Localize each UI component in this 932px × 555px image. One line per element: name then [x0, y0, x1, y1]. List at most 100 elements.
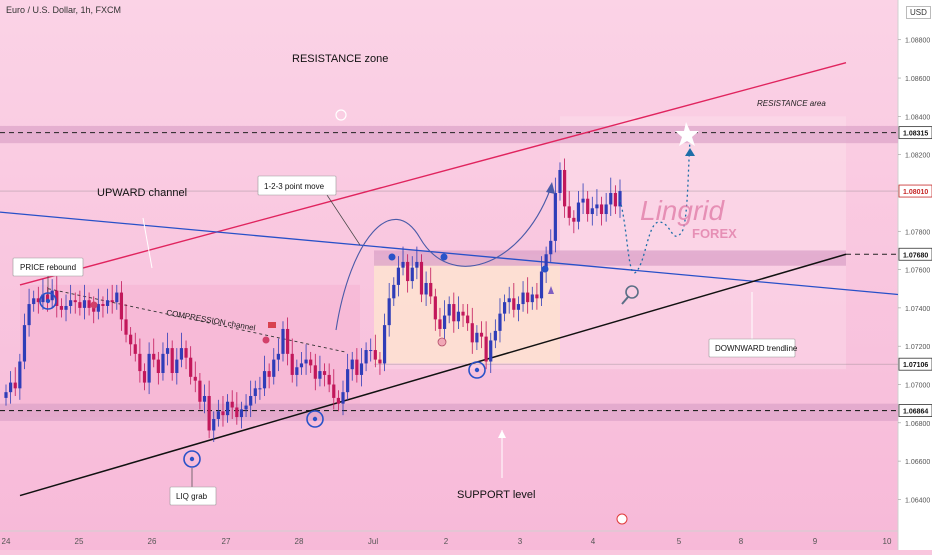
- move-123-arrowhead: [546, 182, 555, 194]
- marker-rebound-dot: [45, 298, 51, 304]
- candle-body: [258, 388, 262, 390]
- candle-body: [447, 304, 451, 316]
- marker-range-low: [468, 361, 486, 379]
- candle-body: [369, 350, 373, 352]
- candle-body: [581, 198, 585, 203]
- candle-body: [484, 336, 488, 362]
- label-resistance-area: RESISTANCE area: [757, 99, 826, 108]
- candle-body: [419, 261, 424, 295]
- grid-layer: [0, 132, 898, 412]
- x-tick-label: 25: [75, 537, 84, 546]
- candle-body: [512, 298, 516, 310]
- y-tick-label: 1.07200: [905, 344, 930, 351]
- label-support-level: SUPPORT level: [457, 489, 535, 501]
- price-tag-label: 1.07680: [903, 252, 928, 259]
- candle-body: [470, 323, 474, 343]
- brand-sub: FOREX: [692, 226, 737, 241]
- candle-body: [18, 361, 22, 389]
- price-tag-label: 1.08010: [903, 189, 928, 196]
- marker-range-low-dot: [474, 367, 480, 373]
- x-tick-label: 9: [813, 537, 818, 546]
- candle-body: [613, 192, 617, 207]
- candle-body: [466, 315, 470, 324]
- candle-body: [350, 359, 354, 370]
- support-arrow-head: [498, 430, 506, 438]
- candle-body: [429, 282, 433, 297]
- candle-body: [327, 374, 331, 385]
- candle-body: [553, 192, 557, 241]
- candle-body: [415, 261, 419, 268]
- candle-body: [161, 353, 165, 374]
- axis-background: [898, 0, 932, 550]
- candle-body: [244, 405, 248, 410]
- candle-body: [373, 350, 377, 360]
- candle-body: [202, 395, 207, 402]
- marker-rebound: [39, 292, 57, 310]
- compression-line: [47, 288, 346, 353]
- candle-body: [318, 371, 322, 379]
- x-tick-label: 5: [677, 537, 682, 546]
- y-tick-label: 1.08800: [905, 38, 930, 45]
- projection-arrowhead: [685, 148, 695, 156]
- candle-body: [55, 290, 59, 306]
- price-tag-label: 1.07106: [903, 362, 928, 369]
- rocket-icon: [548, 286, 554, 294]
- marker-liq-grab-dot: [189, 456, 195, 462]
- x-tick-label: 2: [444, 537, 449, 546]
- trendlines-layer: [0, 62, 899, 497]
- marker-liq-grab: [183, 450, 201, 468]
- candle-body: [521, 292, 525, 305]
- candle-body: [239, 409, 244, 418]
- currency-button[interactable]: USD: [906, 6, 931, 19]
- candle-body: [198, 380, 202, 402]
- price-tag-box: [898, 404, 932, 417]
- candle-body: [313, 365, 317, 379]
- candle-body: [207, 395, 211, 431]
- y-tick-label: 1.06400: [905, 497, 930, 504]
- candle-body: [549, 240, 553, 255]
- candle-body: [165, 348, 170, 354]
- symbol-title: Euro / U.S. Dollar, 1h, FXCM: [6, 5, 122, 15]
- price-tag-box: [898, 184, 932, 198]
- candle-body: [230, 401, 234, 408]
- candle-body: [64, 305, 68, 310]
- candle-body: [493, 330, 497, 341]
- price-tag-box: [898, 247, 932, 261]
- candle-body: [193, 376, 197, 381]
- y-tick-label: 1.07000: [905, 383, 930, 390]
- candle-body: [13, 382, 17, 389]
- candle-body: [618, 191, 622, 207]
- candle-body: [599, 204, 604, 215]
- candle-body: [406, 261, 410, 282]
- candle-body: [567, 206, 571, 218]
- info-icon: [335, 109, 347, 121]
- candle-body: [396, 267, 401, 285]
- magnifier-handle: [621, 296, 629, 305]
- candle-body: [392, 284, 396, 299]
- y-tick-label: 1.06800: [905, 421, 930, 428]
- candle-body: [502, 302, 507, 314]
- candle-body: [133, 344, 137, 354]
- candle-body: [516, 304, 521, 310]
- candle-body: [489, 340, 493, 362]
- callout-liq-grab: LIQ grab: [169, 486, 217, 506]
- support-trendline: [19, 253, 847, 497]
- candle-body: [9, 382, 13, 393]
- candle-body: [456, 311, 461, 322]
- y-axis: 1.08800 1.08600 1.08400 1.08200 1.07800 1.076…: [898, 38, 932, 504]
- candle-body: [576, 202, 581, 222]
- dot-compression-2: [262, 336, 270, 344]
- candle-body: [184, 348, 188, 358]
- callout-pointer-123: [326, 194, 361, 246]
- brand-name: Lingrid: [640, 195, 725, 226]
- lightning-icon: [616, 513, 628, 525]
- target-star-icon: [675, 122, 699, 146]
- compression-zone: [20, 284, 360, 418]
- candle-body: [32, 298, 36, 305]
- label-123-move: 1-2-3 point move: [264, 182, 325, 191]
- candle-body: [309, 359, 313, 366]
- candle-body: [69, 300, 73, 306]
- candle-body: [401, 261, 405, 268]
- marker-support-touch-dot: [312, 416, 318, 422]
